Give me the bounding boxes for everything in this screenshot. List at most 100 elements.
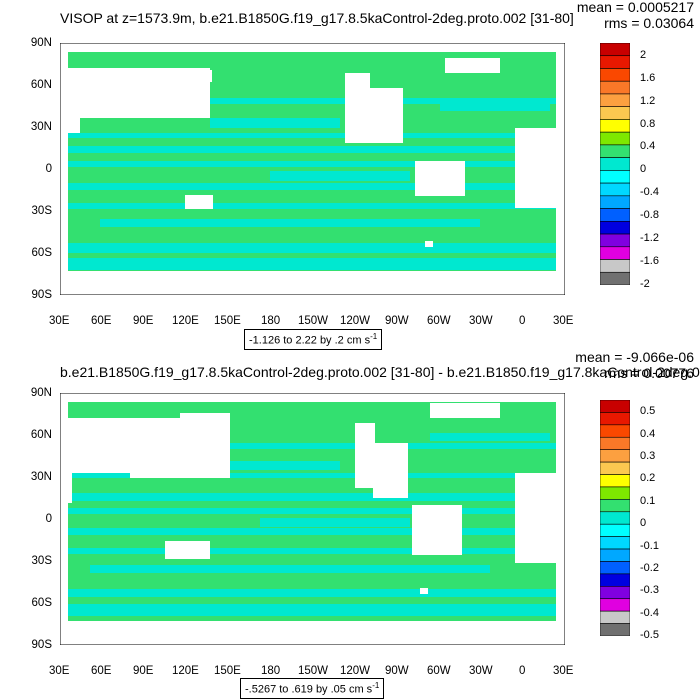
rms-value: rms = 0.03064	[604, 15, 694, 31]
colorbar-label: -0.5	[640, 629, 659, 641]
lat-label: 90S	[31, 289, 52, 301]
lat-label: 90N	[30, 37, 52, 49]
lat-label: 30N	[30, 121, 52, 133]
colorbar-swatch	[600, 55, 630, 69]
colorbar-label: 0.1	[640, 494, 656, 507]
colorbar-swatch	[600, 259, 630, 273]
colorbar-label: -0.3	[640, 584, 659, 597]
anomaly-regions	[60, 433, 565, 616]
colorbar-label: 0.4	[640, 427, 656, 440]
colorbar-swatch	[600, 182, 630, 197]
lon-label: 120W	[340, 665, 371, 677]
colorbar-swatch	[600, 412, 630, 426]
lon-label: 120E	[172, 315, 199, 327]
land-mask	[60, 43, 565, 295]
contour-range-label: -.5267 to .619 by .05 cm s-1	[240, 678, 385, 699]
colorbar-label: -0.2	[640, 561, 659, 574]
colorbar-swatch	[600, 598, 630, 612]
lat-label: 60S	[31, 597, 52, 609]
colorbar-swatch	[600, 623, 630, 636]
colorbar-swatch	[600, 170, 630, 184]
colorbar-swatch	[600, 561, 630, 575]
colorbar-label: 0	[640, 163, 647, 176]
lon-label: 150E	[214, 665, 241, 677]
lat-label: 60S	[31, 247, 52, 259]
colorbar-swatch	[600, 523, 630, 537]
rms-value: rms = 0.00776	[604, 365, 694, 381]
colorbar-label: -0.1	[640, 539, 659, 552]
lat-label: 30S	[31, 205, 52, 217]
lat-label: 90N	[30, 387, 52, 399]
lon-label: 90W	[385, 665, 409, 677]
colorbar-swatch	[600, 436, 630, 450]
colorbar-swatch	[600, 208, 630, 222]
lat-label: 60N	[30, 79, 52, 91]
lat-label: 60N	[30, 429, 52, 441]
colorbar-label: -1.2	[640, 232, 659, 245]
colorbar-label: -0.4	[640, 606, 659, 619]
lon-label: 60E	[91, 315, 112, 327]
lon-label: 60E	[91, 665, 112, 677]
units-superscript: -1	[370, 332, 378, 341]
lon-label: 0	[519, 315, 526, 327]
colorbar-label: 0.8	[640, 117, 656, 130]
colorbar-swatch	[600, 461, 630, 475]
colorbar-label: 2	[640, 48, 647, 61]
colorbar-swatch	[600, 486, 630, 500]
lon-label: 120W	[340, 315, 371, 327]
colorbar-swatch	[600, 246, 630, 260]
colorbar-swatch	[600, 610, 630, 624]
colorbar-swatch	[600, 536, 630, 550]
top-panel: VISOP at z=1573.9m, b.e21.B1850G.f19_g17…	[30, 0, 694, 350]
colorbar-swatch	[600, 573, 630, 587]
colorbar-swatch	[600, 474, 630, 488]
lon-label: 90E	[133, 315, 154, 327]
colorbar-label: -2	[640, 278, 650, 290]
colorbar-swatch	[600, 271, 630, 285]
plot-title: b.e21.B1850G.f19_g17.8.5kaControl-2deg.p…	[60, 364, 700, 380]
colorbar-label: 0	[640, 517, 647, 530]
plot-title: VISOP at z=1573.9m, b.e21.B1850G.f19_g17…	[60, 10, 574, 26]
lon-label: 90W	[385, 315, 409, 327]
colorbar-swatch	[600, 195, 630, 209]
lon-label: 30E	[553, 315, 574, 327]
range-text: -.5267 to .619 by .05 cm s	[245, 683, 373, 696]
colorbar-label: 0.3	[640, 450, 656, 463]
colorbar-label: 0.5	[640, 405, 656, 418]
lon-label: 120E	[172, 665, 199, 677]
colorbar-swatch	[600, 144, 630, 158]
lon-label: 180	[261, 315, 281, 327]
colorbar-swatch	[600, 131, 630, 146]
anomaly-regions	[60, 98, 565, 270]
colorbar-label: 1.6	[640, 71, 656, 84]
lon-label: 150W	[298, 665, 329, 677]
lon-label: 30E	[49, 315, 70, 327]
mean-value: mean = 0.0005217	[576, 0, 694, 15]
lon-label: 30E	[49, 665, 70, 677]
colorbar-swatch	[600, 511, 630, 525]
lon-label: 30E	[553, 665, 574, 677]
colorbar-swatch	[600, 548, 630, 562]
colorbar-label: -0.4	[640, 186, 659, 199]
colorbar-label: 0.4	[640, 140, 656, 153]
range-text: -1.126 to 2.22 by .2 cm s	[249, 334, 371, 347]
lon-label: 60W	[427, 665, 451, 677]
colorbar-swatch	[600, 499, 630, 513]
colorbar-swatch	[600, 586, 630, 600]
colorbar-swatch	[600, 80, 630, 95]
colorbar-swatch	[600, 157, 630, 171]
land-mask	[60, 393, 565, 645]
mean-value: mean = -9.066e-06	[575, 349, 694, 365]
colorbar-swatch	[600, 449, 630, 463]
colorbar	[600, 43, 630, 285]
colorbar-swatch	[600, 400, 630, 413]
colorbar	[600, 400, 630, 636]
lat-label: 90S	[31, 639, 52, 651]
colorbar-label: 0.2	[640, 472, 656, 485]
lon-label: 30W	[469, 665, 493, 677]
lon-label: 60W	[427, 315, 451, 327]
lat-label: 0	[45, 513, 52, 525]
colorbar-label: -1.6	[640, 255, 659, 268]
lat-label: 30S	[31, 555, 52, 567]
lat-label: 30N	[30, 471, 52, 483]
